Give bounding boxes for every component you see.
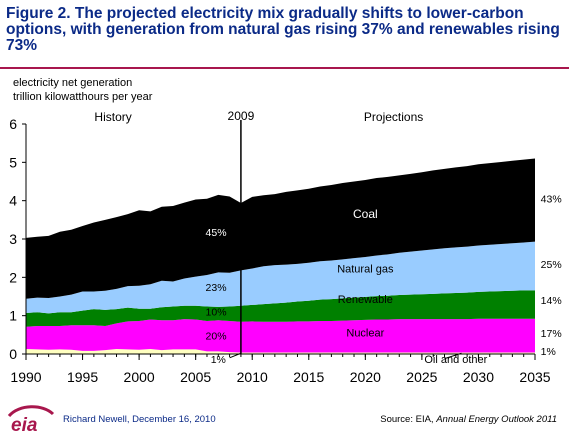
x-tick-label-1995: 1995 — [67, 369, 98, 385]
annotation-14-12: 14% — [541, 295, 562, 307]
oil-share-leader-line — [229, 352, 242, 359]
y-axis-label: electricity net generation trillion kilo… — [13, 77, 153, 103]
annotation-23-6: 23% — [206, 282, 227, 294]
chart-title: Figure 2. The projected electricity mix … — [6, 5, 560, 54]
title-divider-line — [0, 67, 569, 69]
y-tick-label-6: 6 — [9, 116, 17, 132]
annotation-nuclear-3: Nuclear — [346, 327, 384, 339]
x-tick-label-2030: 2030 — [463, 369, 494, 385]
eia-logo: eia — [7, 405, 55, 436]
projections-label: Projections — [364, 110, 423, 124]
x-tick-label-2000: 2000 — [124, 369, 155, 385]
annotation-25-11: 25% — [541, 259, 562, 271]
eia-logo-text: eia — [11, 415, 38, 436]
x-tick-label-2020: 2020 — [350, 369, 381, 385]
area-natural-gas — [26, 241, 535, 314]
y-tick-label-0: 0 — [9, 346, 17, 362]
y-tick-label-5: 5 — [9, 154, 17, 170]
footer-source: Source: EIA, Annual Energy Outlook 2011 — [380, 414, 557, 425]
annotation-renewable-2: Renewable — [338, 294, 393, 306]
annotation-1-14: 1% — [541, 346, 556, 358]
annotation-natural-gas-1: Natural gas — [337, 263, 394, 275]
history-label: History — [94, 110, 131, 124]
area-oil-and-other — [26, 349, 535, 354]
annotation-45-5: 45% — [206, 227, 227, 239]
stacked-area-layers — [26, 158, 535, 354]
annotation-20-8: 20% — [206, 330, 227, 342]
footer-author: Richard Newell, December 16, 2010 — [63, 414, 216, 425]
y-tick-label-4: 4 — [9, 193, 17, 209]
footer-source-prefix: Source: EIA, — [380, 414, 437, 425]
y-tick-label-2: 2 — [9, 269, 17, 285]
x-tick-label-2010: 2010 — [237, 369, 268, 385]
y-axis-label-line-2: trillion kilowatthours per year — [13, 91, 153, 103]
annotation-17-13: 17% — [541, 328, 562, 340]
annotation-10-7: 10% — [206, 307, 227, 319]
area-renewable — [26, 290, 535, 327]
oil-label-leader-line — [444, 352, 462, 360]
x-tick-label-1990: 1990 — [10, 369, 41, 385]
x-tick-label-2035: 2035 — [519, 369, 550, 385]
annotation-43-10: 43% — [541, 194, 562, 206]
annotation-oil-and-other-4: Oil and other — [424, 354, 487, 366]
chart-axes: 0 1 2 3 4 5 6 1990 1995 2000 2005 2010 2015 2020 2025 2… — [9, 109, 551, 385]
y-tick-label-3: 3 — [9, 231, 17, 247]
divider-label: 2009 — [228, 109, 255, 123]
y-tick-label-1: 1 — [9, 308, 17, 324]
y-axis-label-line-1: electricity net generation — [13, 77, 132, 89]
area-nuclear — [26, 318, 535, 353]
chart-annotations: Coal Natural gas Renewable Nuclear Oil and o… — [206, 194, 562, 367]
annotation-coal-0: Coal — [353, 207, 378, 221]
x-tick-label-2015: 2015 — [293, 369, 324, 385]
area-coal — [26, 158, 535, 299]
annotation-1-9: 1% — [211, 354, 226, 366]
footer-source-title: Annual Energy Outlook 2011 — [436, 414, 557, 425]
x-tick-label-2025: 2025 — [406, 369, 437, 385]
x-tick-label-2005: 2005 — [180, 369, 211, 385]
